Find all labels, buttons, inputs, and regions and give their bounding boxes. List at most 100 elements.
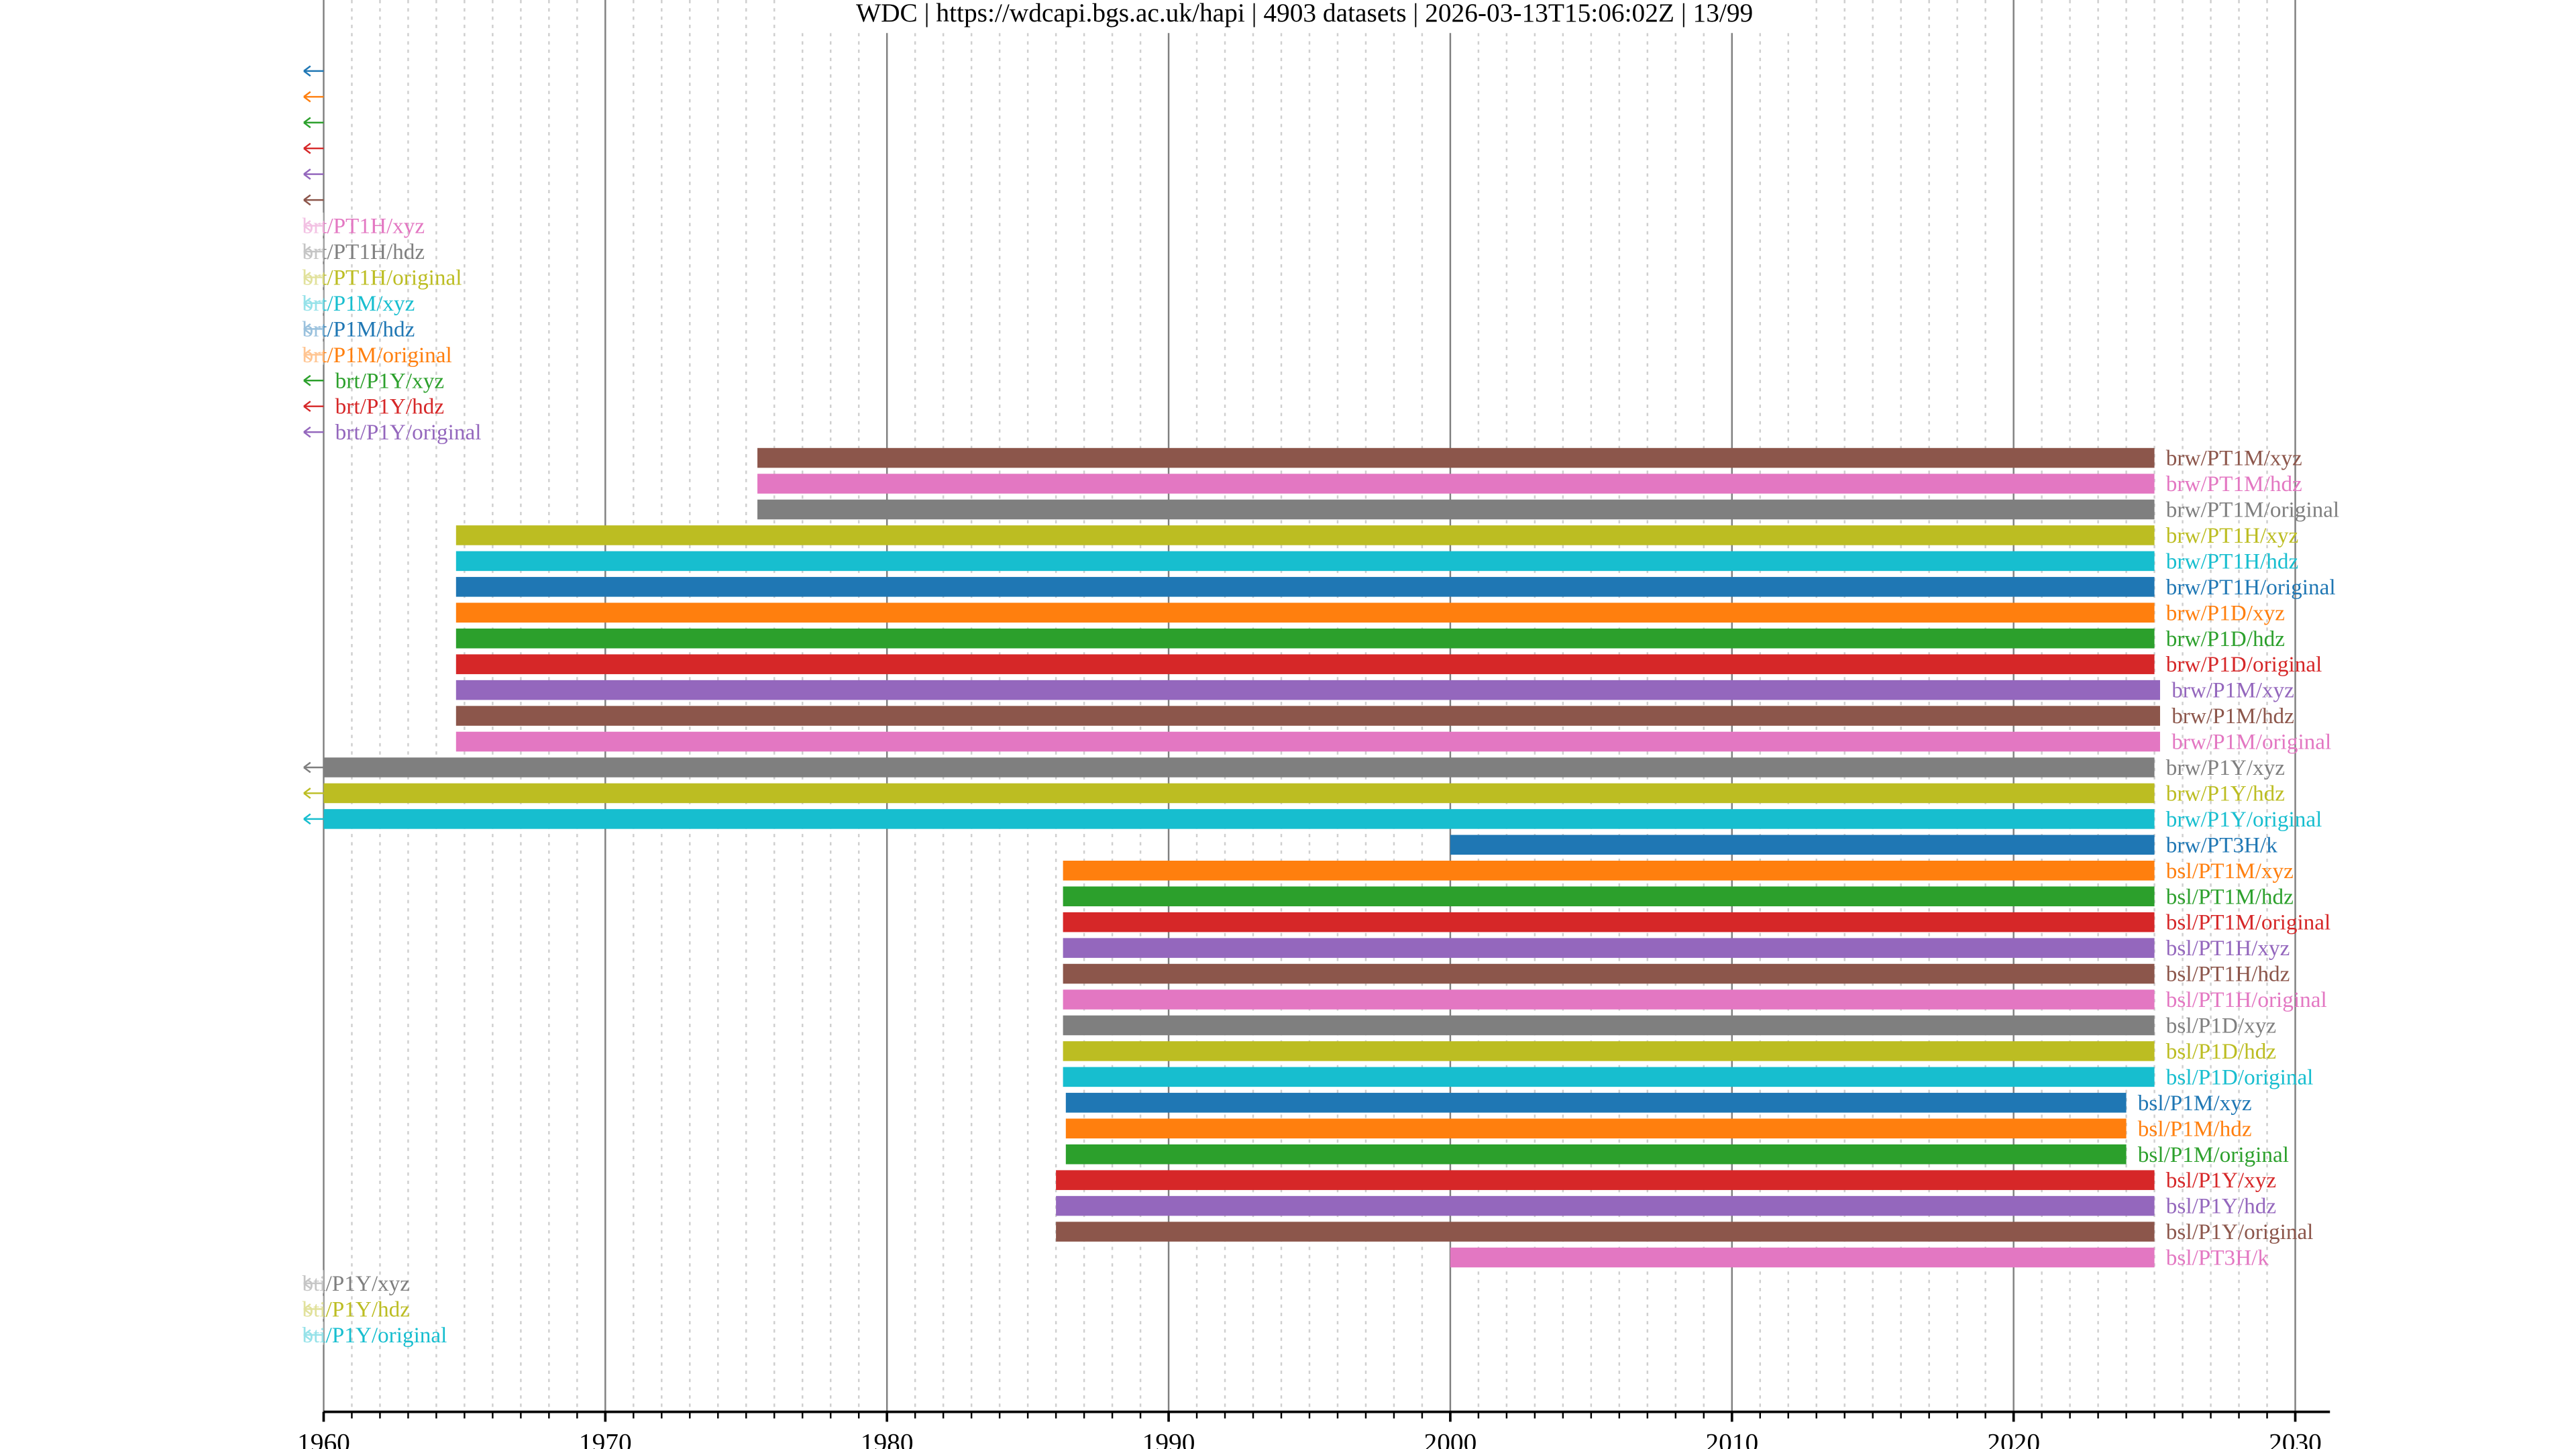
rows: brt/PT1H/xyzbrt/PT1H/hdzbrt/PT1H/origina… <box>297 65 2339 1348</box>
dataset-label: brw/PT1H/xyz <box>2166 523 2298 548</box>
dataset-label: brw/PT1M/xyz <box>2166 446 2302 471</box>
x-tick-label: 1960 <box>297 1428 350 1449</box>
left-arrow-icon <box>303 168 324 180</box>
dataset-row: brw/PT3H/k <box>1450 833 2277 857</box>
dataset-row: brw/P1Y/original <box>303 807 2322 832</box>
dataset-row: brw/P1D/xyz <box>455 600 2285 625</box>
dataset-row: brt/PT1H/original <box>297 264 462 290</box>
dataset-row: bsl/PT1H/original <box>1063 987 2327 1012</box>
dataset-row: brt/P1Y/original <box>303 420 482 445</box>
dataset-label: brw/PT3H/k <box>2166 833 2277 857</box>
dataset-row: bsl/P1Y/hdz <box>1056 1194 2276 1219</box>
dataset-label: bsl/P1D/original <box>2166 1065 2314 1089</box>
dataset-label: brw/PT1M/hdz <box>2166 472 2302 496</box>
coverage-bar <box>1065 1093 2127 1113</box>
left-arrow-icon <box>303 65 324 77</box>
dataset-label: brw/P1D/hdz <box>2166 627 2285 651</box>
dataset-label: bsl/PT1M/xyz <box>2166 859 2294 883</box>
dataset-label: brt/P1Y/hdz <box>335 394 444 419</box>
clip-fade <box>297 212 324 236</box>
coverage-bar <box>1450 1247 2155 1268</box>
x-tick-label: 2000 <box>1424 1428 1477 1449</box>
dataset-label: brw/PT1M/original <box>2166 498 2339 523</box>
dataset-row: bsl/P1D/xyz <box>1063 1014 2276 1038</box>
left-arrow-icon <box>303 813 324 825</box>
left-arrow-icon <box>303 761 324 773</box>
dataset-label: brw/P1M/xyz <box>2171 678 2294 703</box>
coverage-bar <box>757 499 2155 520</box>
x-tick-label: 1990 <box>1142 1428 1195 1449</box>
x-tick-label: 2010 <box>1705 1428 1758 1449</box>
coverage-bar <box>1065 1118 2127 1139</box>
dataset-label: brw/P1M/hdz <box>2171 704 2294 729</box>
dataset-label: brw/P1Y/hdz <box>2166 782 2285 806</box>
coverage-bar <box>1056 1222 2155 1242</box>
coverage-bar <box>1056 1195 2155 1216</box>
coverage-bar <box>1063 912 2155 932</box>
x-axis: 1960 1970 1980 1990 2000 2010 2020 2030 <box>297 1410 2330 1449</box>
clip-fade <box>297 1270 324 1293</box>
dataset-row: bsl/P1M/xyz <box>1065 1091 2252 1116</box>
coverage-bar <box>455 731 2160 752</box>
left-arrow-icon <box>303 400 324 413</box>
coverage-bar <box>323 757 2155 777</box>
dataset-label: brw/PT1H/original <box>2166 575 2336 600</box>
dataset-row: bsl/PT3H/k <box>1450 1246 2269 1271</box>
dataset-row: brt/PT1H/xyz <box>297 212 425 239</box>
dataset-label: bsl/P1D/xyz <box>2166 1014 2276 1038</box>
dataset-label: bsl/PT1H/original <box>2166 987 2327 1012</box>
dataset-row: brw/P1M/xyz <box>455 678 2294 703</box>
dataset-row <box>303 168 324 180</box>
dataset-row: brw/P1Y/xyz <box>303 755 2285 780</box>
clip-fade <box>297 290 324 313</box>
coverage-bar <box>455 525 2155 545</box>
x-tick-label: 2020 <box>1987 1428 2040 1449</box>
clip-fade <box>297 1295 324 1320</box>
left-arrow-icon <box>303 194 324 206</box>
left-arrow-icon <box>303 788 324 799</box>
coverage-bar <box>323 809 2155 829</box>
dataset-row: brw/P1M/original <box>455 730 2331 755</box>
coverage-bar <box>1450 835 2155 855</box>
coverage-bar <box>455 551 2155 572</box>
dataset-row: brw/P1D/original <box>455 652 2322 677</box>
dataset-label: brw/P1Y/original <box>2166 807 2322 832</box>
coverage-bar <box>757 447 2155 468</box>
dataset-label: bsl/P1M/hdz <box>2138 1116 2252 1141</box>
dataset-row: bsl/P1M/original <box>1065 1142 2289 1167</box>
dataset-label: bsl/PT3H/k <box>2166 1246 2269 1271</box>
clip-fade <box>297 315 324 339</box>
dataset-row: bsl/PT1M/hdz <box>1063 884 2294 909</box>
coverage-bar <box>757 474 2155 494</box>
dataset-row <box>303 65 324 77</box>
dataset-row: bsl/P1Y/xyz <box>1056 1168 2276 1193</box>
coverage-bar <box>1063 861 2155 881</box>
coverage-bar <box>1065 1144 2127 1165</box>
dataset-label: bsl/PT1H/xyz <box>2166 936 2290 961</box>
dataset-row: brt/P1Y/xyz <box>303 368 444 393</box>
dataset-label: brt/P1Y/original <box>335 420 482 445</box>
coverage-bar <box>455 706 2160 726</box>
dataset-label: bti/P1Y/original <box>302 1323 447 1348</box>
dataset-row: bsl/PT1H/xyz <box>1063 936 2290 961</box>
coverage-bar <box>1063 1041 2155 1061</box>
dataset-row: bsl/P1D/hdz <box>1063 1039 2276 1064</box>
dataset-row: brw/P1D/hdz <box>455 627 2285 651</box>
coverage-bar <box>1056 1170 2155 1190</box>
dataset-row: bsl/P1M/hdz <box>1065 1116 2252 1141</box>
dataset-label: brw/PT1H/hdz <box>2166 549 2298 574</box>
coverage-bar <box>1063 1015 2155 1036</box>
dataset-row: brw/P1M/hdz <box>455 704 2294 729</box>
dataset-row <box>303 117 324 129</box>
dataset-label: bsl/PT1H/hdz <box>2166 962 2290 987</box>
dataset-row: brw/PT1M/hdz <box>757 472 2302 496</box>
dataset-label: brw/P1M/original <box>2171 730 2331 755</box>
dataset-row: bsl/PT1M/xyz <box>1063 859 2294 883</box>
dataset-row <box>303 194 324 206</box>
clip-fade <box>297 341 324 365</box>
dataset-row: brt/PT1H/hdz <box>297 238 425 264</box>
dataset-label: brt/PT1H/original <box>302 266 462 290</box>
left-arrow-icon <box>303 426 324 438</box>
dataset-row: bsl/PT1M/original <box>1063 910 2330 935</box>
left-arrow-icon <box>303 374 324 386</box>
